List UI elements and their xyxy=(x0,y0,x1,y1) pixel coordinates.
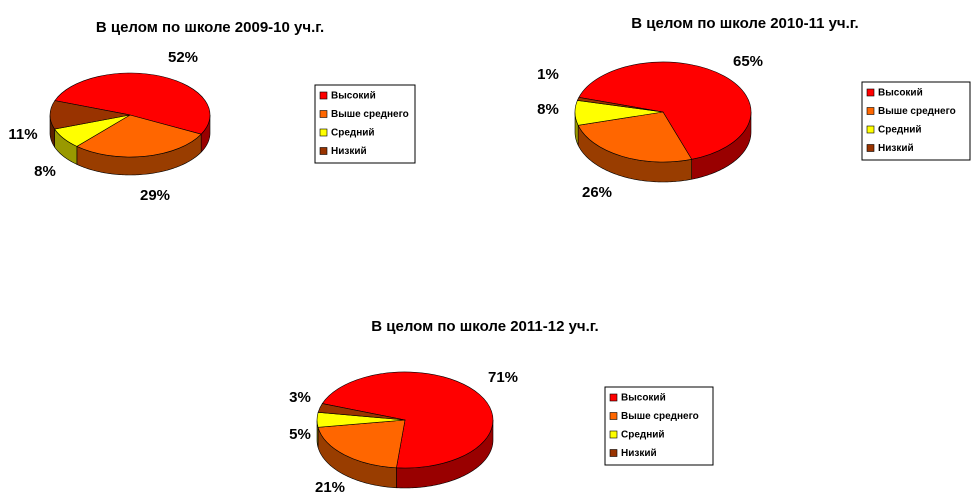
legend-swatch xyxy=(866,88,875,97)
legend-label: Высокий xyxy=(331,91,376,102)
slice xyxy=(49,100,131,130)
slice xyxy=(321,371,494,469)
data-label: 29% xyxy=(140,187,170,204)
data-label: 26% xyxy=(582,184,612,201)
legend-label: Высокий xyxy=(621,393,666,404)
legend-label: Низкий xyxy=(331,146,367,157)
data-label: 71% xyxy=(488,369,518,386)
legend-box xyxy=(314,84,416,164)
legend-swatch xyxy=(319,91,328,100)
slice xyxy=(317,419,406,469)
legend-swatch xyxy=(319,128,328,137)
legend-label: Средний xyxy=(878,125,922,136)
legend-box xyxy=(604,386,714,466)
data-label: 3% xyxy=(289,389,311,406)
data-label: 5% xyxy=(289,426,311,443)
legend-swatch xyxy=(609,430,618,439)
data-label: 8% xyxy=(537,101,559,118)
data-label: 65% xyxy=(733,53,763,70)
slice xyxy=(54,72,211,135)
chart-title: В целом по школе 2011-12 уч.г. xyxy=(371,318,598,335)
legend-label: Высокий xyxy=(878,88,923,99)
slice xyxy=(577,111,693,163)
chart-title: В целом по школе 2010-11 уч.г. xyxy=(631,15,858,32)
legend-swatch xyxy=(609,449,618,457)
data-label: 11% xyxy=(8,126,37,143)
legend-label: Средний xyxy=(331,128,375,139)
legend-swatch xyxy=(609,393,618,402)
legend-label: Выше среднего xyxy=(331,109,409,120)
slice xyxy=(576,97,664,113)
legend-box xyxy=(861,81,971,161)
data-label: 52% xyxy=(168,49,198,66)
legend-swatch xyxy=(319,110,328,118)
slice xyxy=(578,61,752,160)
legend-label: Выше среднего xyxy=(878,106,956,117)
legend-label: Средний xyxy=(621,430,665,441)
data-label: 1% xyxy=(537,66,559,83)
legend-label: Низкий xyxy=(621,448,657,459)
data-label: 8% xyxy=(34,163,56,180)
legend-swatch xyxy=(609,412,618,420)
legend-swatch xyxy=(866,144,875,152)
slice xyxy=(76,114,202,158)
legend-swatch xyxy=(319,147,328,155)
data-label: 21% xyxy=(315,479,345,496)
legend-label: Выше среднего xyxy=(621,411,699,422)
legend-label: Низкий xyxy=(878,143,914,154)
legend-swatch xyxy=(866,125,875,134)
legend-swatch xyxy=(866,107,875,115)
slice xyxy=(317,403,406,421)
chart-title: В целом по школе 2009-10 уч.г. xyxy=(96,19,324,36)
